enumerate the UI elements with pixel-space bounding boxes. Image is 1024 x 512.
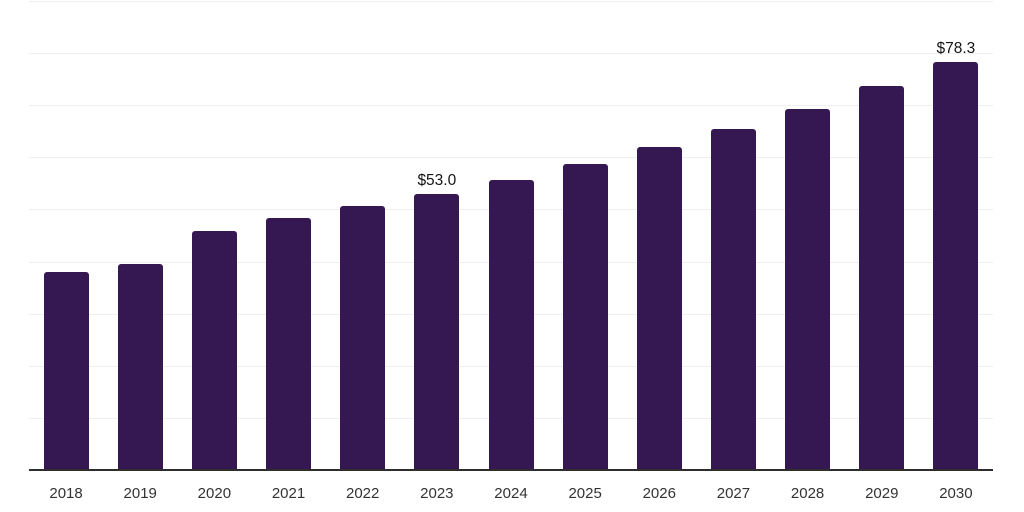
x-tick-label-2029: 2029 <box>865 485 899 502</box>
x-axis-line <box>29 469 993 471</box>
x-tick-label-2018: 2018 <box>49 485 83 502</box>
data-label-2030: $78.3 <box>936 39 976 57</box>
x-tick-label-2026: 2026 <box>642 485 676 502</box>
x-tick-label-2028: 2028 <box>790 485 825 502</box>
data-label-2023: $53.0 <box>417 171 457 189</box>
bar-2027 <box>710 129 756 470</box>
x-tick-label-2020: 2020 <box>197 485 232 502</box>
x-tick-label-2019: 2019 <box>123 485 157 502</box>
bar-2020 <box>191 231 237 470</box>
bar-2029 <box>859 85 905 470</box>
bar-2026 <box>636 146 682 470</box>
bar-2019 <box>117 263 163 470</box>
bar-2021 <box>266 217 312 470</box>
x-tick-label-2022: 2022 <box>345 485 380 502</box>
bar-2028 <box>785 109 831 470</box>
x-tick-label-2027: 2027 <box>716 485 751 502</box>
bar-2023 <box>414 193 460 470</box>
bar-2030 <box>933 61 979 470</box>
x-tick-label-2025: 2025 <box>568 485 602 502</box>
bar-2022 <box>340 206 386 470</box>
gridline <box>29 105 993 107</box>
x-tick-label-2030: 2030 <box>939 485 973 502</box>
gridline <box>29 1 993 2</box>
x-tick-label-2021: 2021 <box>271 485 306 502</box>
bar-2025 <box>562 163 608 470</box>
x-tick-label-2024: 2024 <box>494 485 528 502</box>
gridline <box>29 53 993 55</box>
gridline <box>29 157 993 159</box>
bar-2024 <box>488 179 534 470</box>
x-tick-label-2023: 2023 <box>420 485 454 502</box>
bar-2018 <box>43 271 89 470</box>
